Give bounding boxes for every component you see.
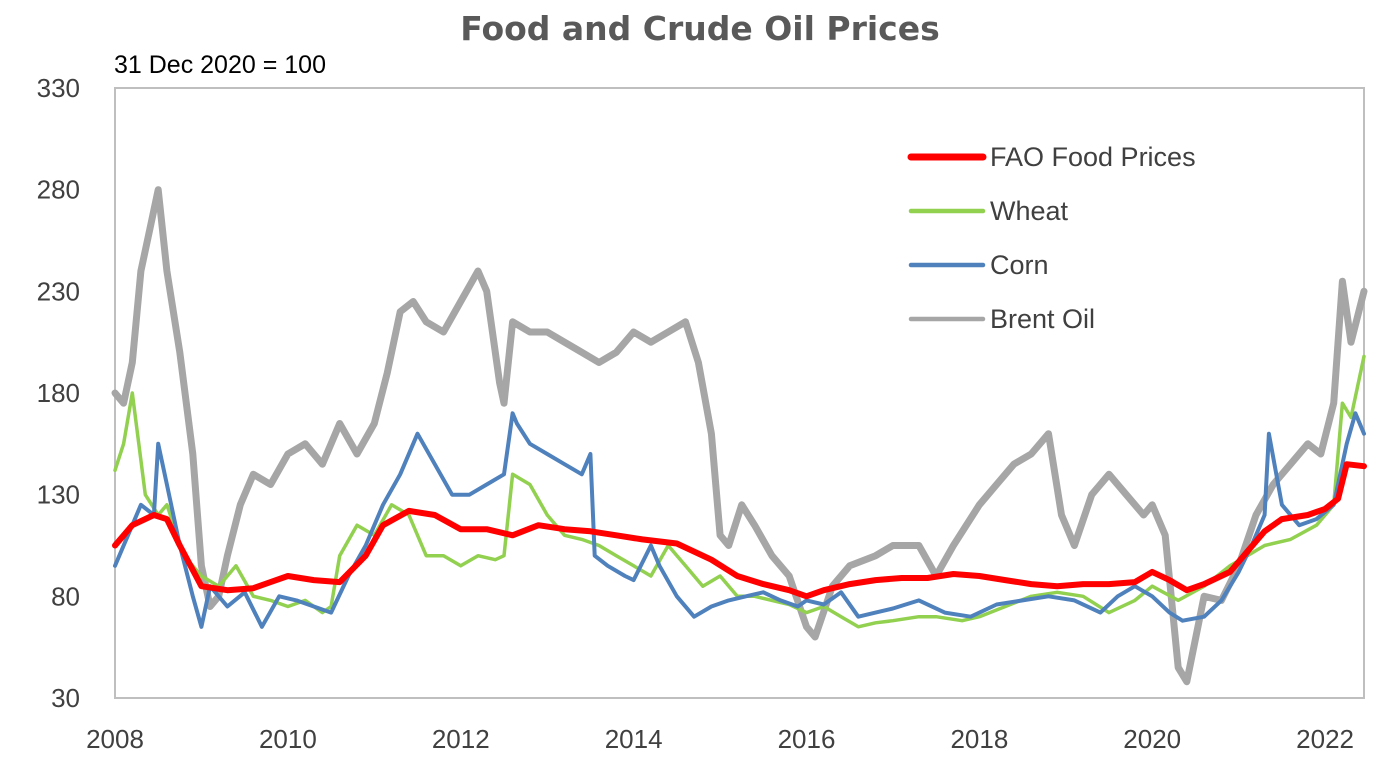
- x-tick-label: 2008: [86, 724, 144, 754]
- series-line-brent-oil: [111, 186, 1368, 686]
- chart-subtitle: 31 Dec 2020 = 100: [114, 51, 326, 79]
- x-tick-label: 2018: [950, 724, 1008, 754]
- x-tick-label: 2012: [432, 724, 490, 754]
- x-tick-label: 2010: [259, 724, 317, 754]
- series-line-fao-food-prices: [112, 461, 1367, 600]
- x-tick-label: 2020: [1123, 724, 1181, 754]
- series-layer: [111, 186, 1368, 686]
- x-axis: 2008 2010 2012 2014 2016 2018 2020 2022: [86, 724, 1354, 754]
- legend-label-corn: Corn: [990, 250, 1049, 280]
- y-axis: 330 280 230 180 130 80 30: [37, 73, 80, 713]
- legend-label-wheat: Wheat: [990, 196, 1069, 226]
- y-tick-label: 280: [37, 175, 80, 205]
- series-line-wheat: [113, 354, 1366, 629]
- x-tick-label: 2022: [1296, 724, 1354, 754]
- y-tick-label: 330: [37, 73, 80, 103]
- legend-label-brent-oil: Brent Oil: [990, 304, 1095, 334]
- y-tick-label: 30: [51, 683, 80, 713]
- series-line-corn: [113, 411, 1366, 629]
- y-tick-label: 80: [51, 581, 80, 611]
- legend-label-fao-food-prices: FAO Food Prices: [990, 142, 1196, 172]
- x-tick-label: 2014: [605, 724, 663, 754]
- y-tick-label: 130: [37, 480, 80, 510]
- plot-area: [114, 87, 1365, 699]
- x-tick-label: 2016: [778, 724, 836, 754]
- y-tick-label: 180: [37, 378, 80, 408]
- y-tick-label: 230: [37, 276, 80, 306]
- chart-title: Food and Crude Oil Prices: [460, 9, 940, 48]
- legend: FAO Food Prices Wheat Corn Brent Oil: [907, 142, 1196, 334]
